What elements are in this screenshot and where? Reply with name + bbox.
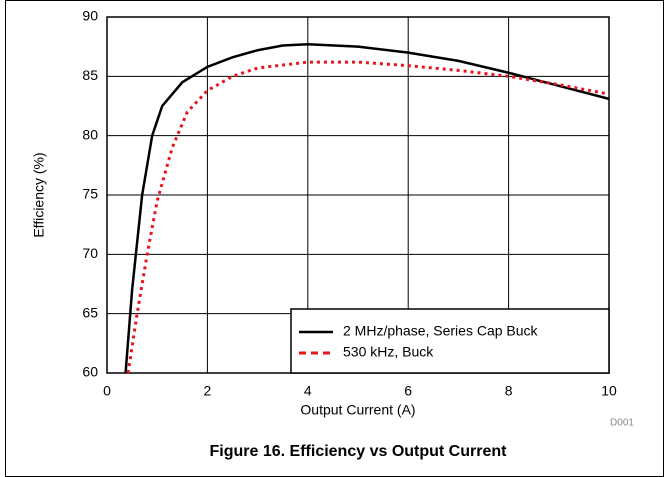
x-tick-label: 10 — [601, 383, 617, 399]
y-tick-label: 70 — [82, 245, 98, 261]
legend-label: 530 kHz, Buck — [343, 344, 434, 360]
legend-box — [290, 308, 610, 374]
figure-id: D001 — [610, 418, 634, 429]
x-tick-label: 8 — [505, 383, 513, 399]
series-line — [124, 43, 610, 374]
x-tick-label: 0 — [103, 383, 111, 399]
x-tick-label: 6 — [404, 383, 412, 399]
series-line — [126, 60, 610, 374]
y-tick-label: 65 — [82, 304, 98, 320]
x-tick-label: 4 — [304, 383, 312, 399]
y-tick-label: 60 — [82, 364, 98, 380]
chart-title: Figure 16. Efficiency vs Output Current — [210, 443, 508, 460]
y-tick-label: 80 — [82, 126, 98, 142]
legend-label: 2 MHz/phase, Series Cap Buck — [343, 323, 539, 339]
y-tick-label: 75 — [82, 186, 98, 202]
x-axis-label: Output Current (A) — [300, 402, 415, 418]
x-tick-label: 2 — [204, 383, 212, 399]
y-tick-label: 85 — [82, 67, 98, 83]
y-axis-label: Efficiency (%) — [31, 152, 47, 237]
y-tick-label: 90 — [82, 8, 98, 24]
